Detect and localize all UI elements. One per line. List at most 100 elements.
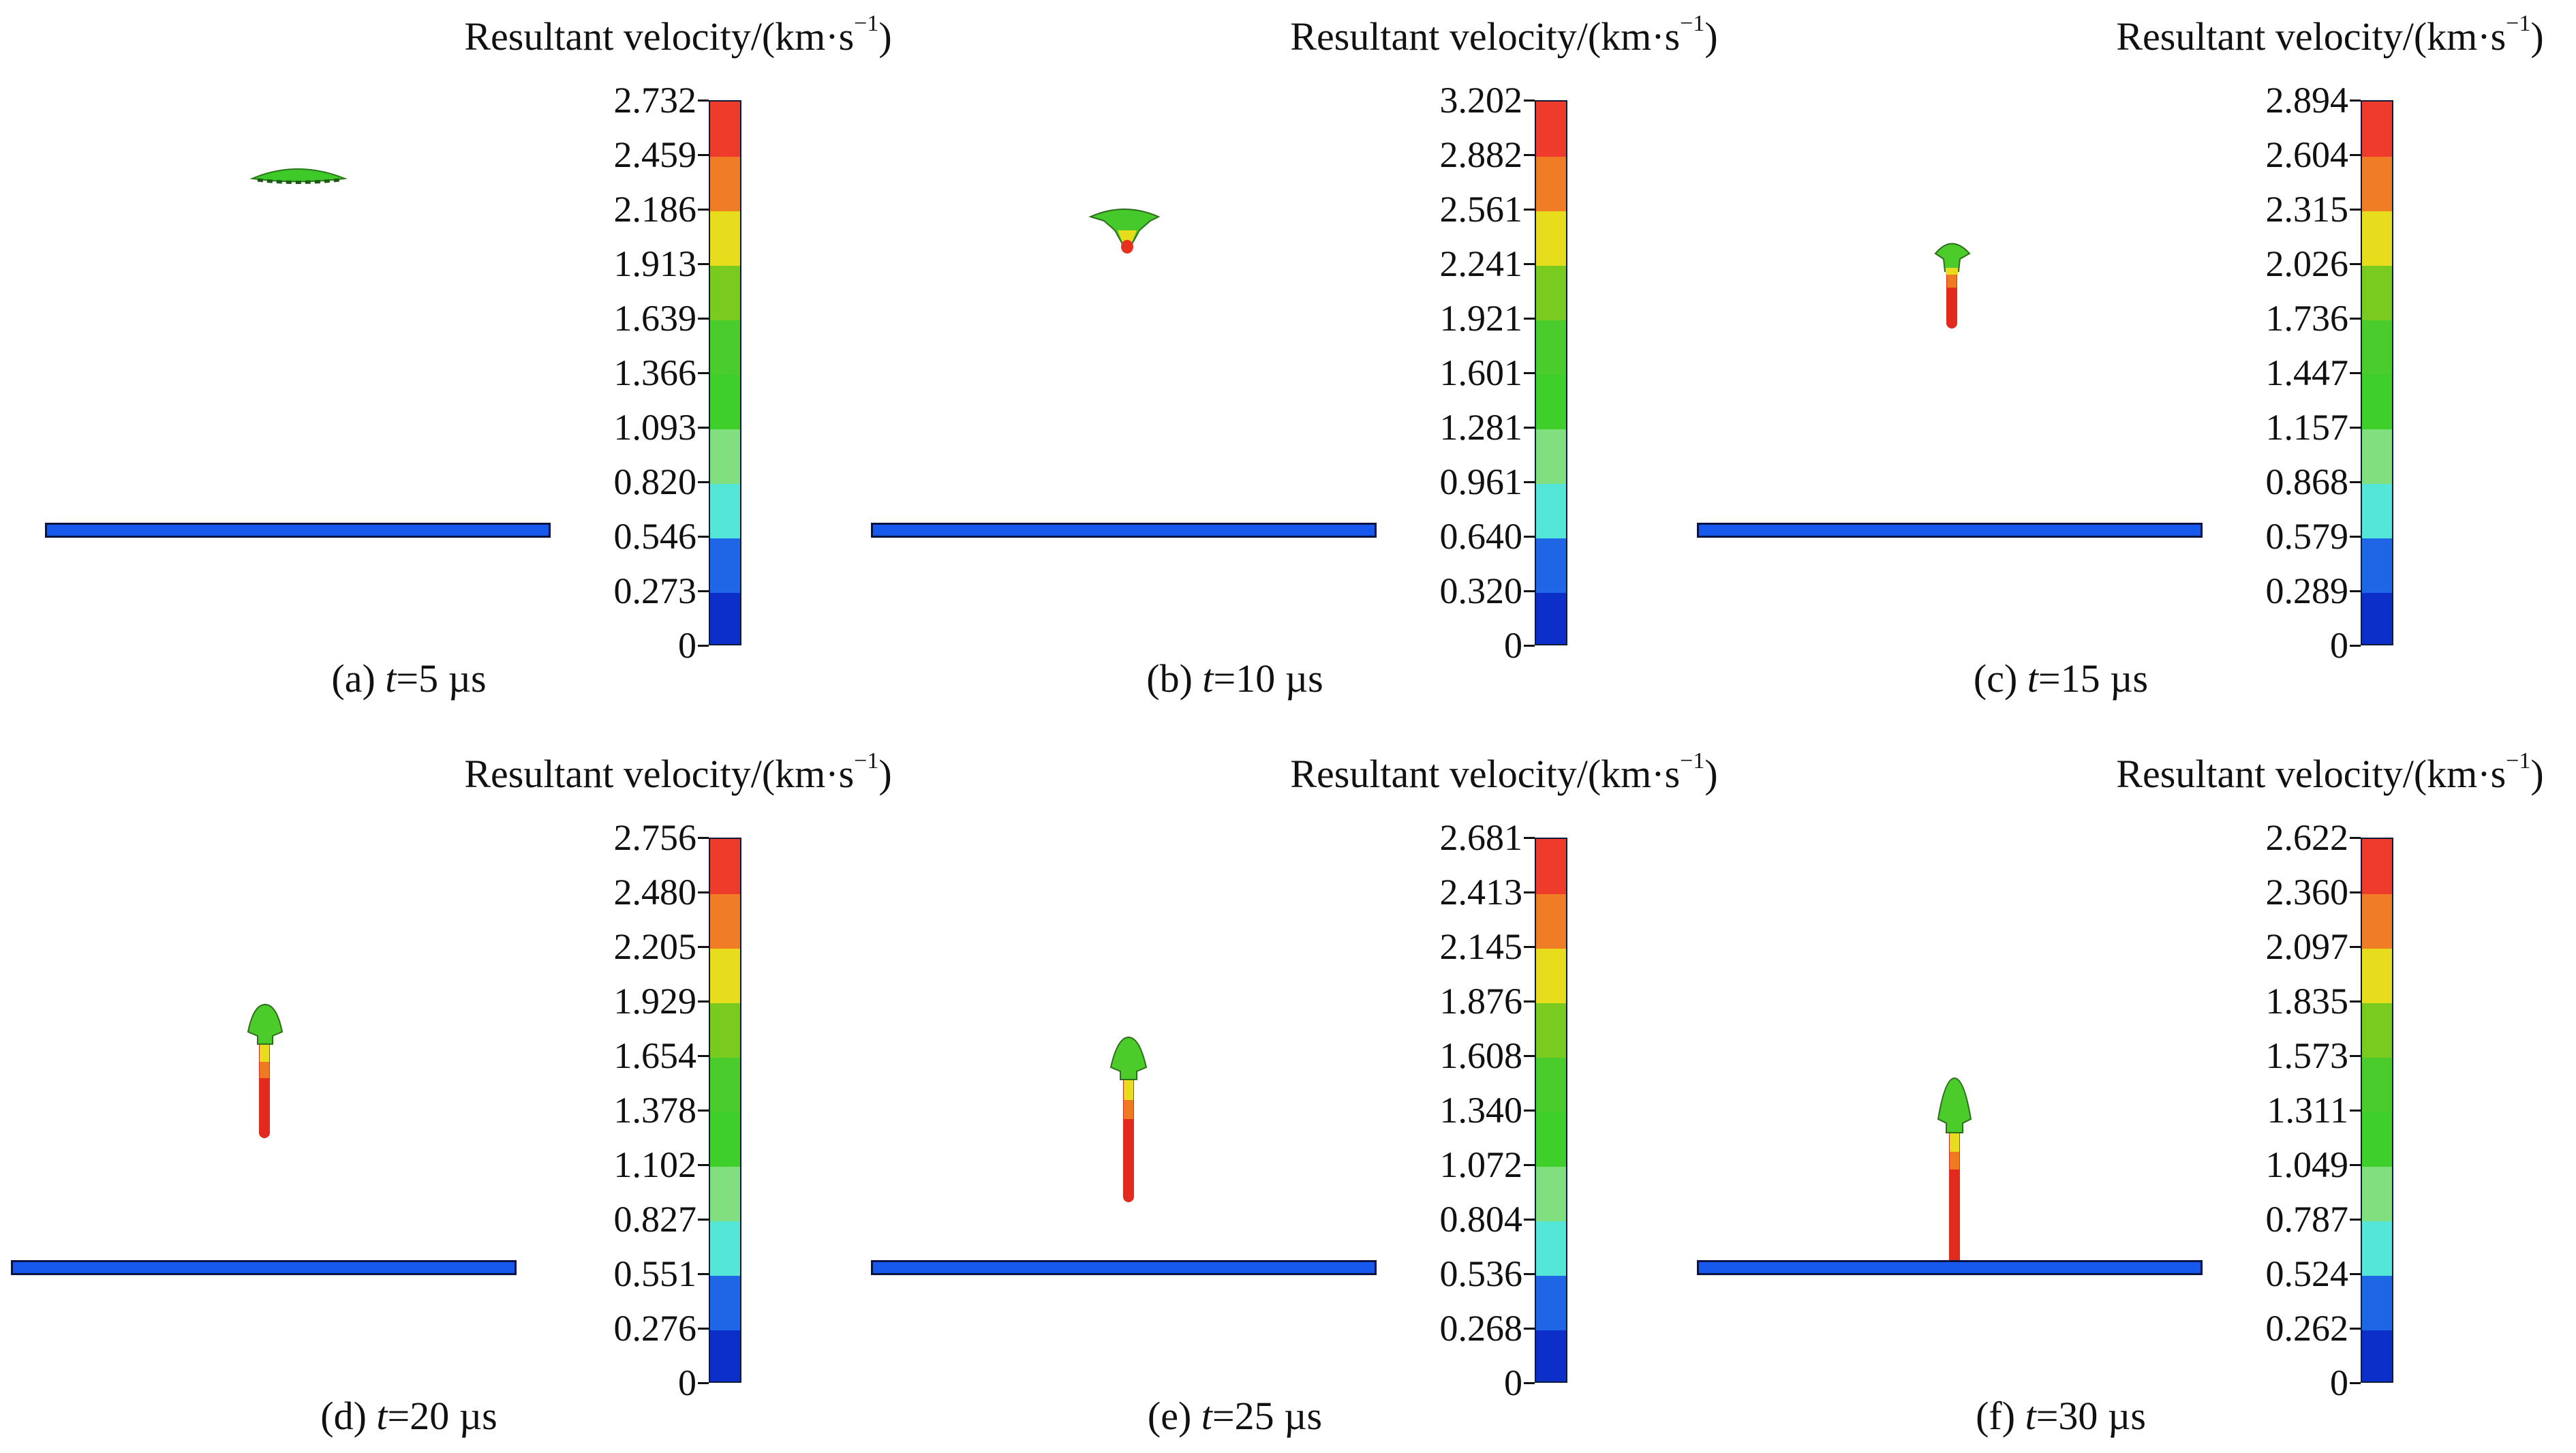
target-plate <box>1697 523 2203 538</box>
colorbar-segment <box>1536 156 1566 211</box>
colorbar-tick <box>698 154 709 156</box>
colorbar-tick-label: 0 <box>1504 625 1522 666</box>
colorbar-segment <box>2362 1275 2392 1330</box>
caption: (c) t=15 µs <box>1973 656 2149 701</box>
colorbar-title: Resultant velocity/(km·s−1) <box>1290 11 1718 59</box>
colorbar-tick-label: 2.241 <box>1439 243 1523 284</box>
colorbar-tick <box>2350 1000 2361 1003</box>
colorbar-segment <box>1536 483 1566 538</box>
caption: (b) t=10 µs <box>1146 656 1323 701</box>
colorbar-title: Resultant velocity/(km·s−1) <box>2116 11 2544 59</box>
colorbar-tick-label: 0 <box>678 1362 696 1403</box>
colorbar-tick <box>698 100 709 102</box>
colorbar-tick-label: 2.315 <box>2265 189 2349 230</box>
colorbar-tick <box>1524 263 1535 265</box>
colorbar-tick-label: 0.820 <box>613 461 697 502</box>
colorbar <box>2361 838 2393 1383</box>
colorbar-segment <box>1536 1221 1566 1276</box>
colorbar-tick <box>2350 209 2361 211</box>
colorbar-segment <box>2362 1166 2392 1221</box>
colorbar-tick <box>1524 1055 1535 1057</box>
colorbar-tick-label: 0.579 <box>2265 516 2349 557</box>
colorbar-tick <box>1524 154 1535 156</box>
target-plate <box>45 523 551 538</box>
colorbar-tick-label: 2.681 <box>1439 817 1523 858</box>
colorbar-segment <box>1536 211 1566 266</box>
jet-slug <box>1934 243 1971 328</box>
colorbar-tick-label: 1.102 <box>613 1144 697 1185</box>
colorbar-segment <box>1536 265 1566 320</box>
colorbar-tick <box>2350 1164 2361 1166</box>
colorbar-tick-label: 2.205 <box>613 926 697 967</box>
colorbar-tick-label: 0.640 <box>1439 516 1523 557</box>
colorbar-tick <box>1524 590 1535 592</box>
colorbar-tick <box>698 536 709 538</box>
colorbar-tick-label: 0.524 <box>2265 1253 2349 1294</box>
colorbar-segment <box>2362 1330 2392 1381</box>
colorbar-segment <box>2362 592 2392 644</box>
colorbar-tick <box>698 1164 709 1166</box>
colorbar-tick <box>698 590 709 592</box>
colorbar-segment <box>710 320 740 375</box>
colorbar <box>1535 100 1567 645</box>
colorbar-tick <box>698 1000 709 1003</box>
colorbar-segment <box>2362 538 2392 593</box>
colorbar-tick-label: 1.921 <box>1439 298 1523 339</box>
colorbar-tick-label: 2.894 <box>2265 80 2349 121</box>
colorbar-segment <box>2362 429 2392 484</box>
colorbar-segment <box>1536 538 1566 593</box>
colorbar-tick-label: 2.026 <box>2265 243 2349 284</box>
panel-b: Resultant velocity/(km·s−1) (b) t=10 µs … <box>826 0 1718 716</box>
colorbar-tick-label: 1.835 <box>2265 981 2349 1022</box>
colorbar-tick <box>1524 645 1535 647</box>
colorbar-tick-label: 2.756 <box>613 817 697 858</box>
colorbar-segment <box>710 374 740 429</box>
colorbar-tick <box>1524 1000 1535 1003</box>
colorbar-tick-label: 1.311 <box>2267 1090 2349 1131</box>
colorbar-segment <box>2362 1221 2392 1276</box>
colorbar-segment <box>2362 948 2392 1003</box>
colorbar-tick-label: 0 <box>1504 1362 1522 1403</box>
colorbar-tick-label: 1.340 <box>1439 1090 1523 1131</box>
colorbar-segment <box>1536 839 1566 894</box>
caption: (d) t=20 µs <box>320 1394 497 1438</box>
colorbar-tick-label: 0.961 <box>1439 461 1523 502</box>
target-plate <box>871 1260 1377 1275</box>
colorbar-tick <box>1524 837 1535 839</box>
colorbar-tick <box>698 1110 709 1112</box>
colorbar-segment <box>1536 1112 1566 1167</box>
colorbar-segment <box>1536 374 1566 429</box>
colorbar-tick-label: 2.145 <box>1439 926 1523 967</box>
colorbar-tick <box>1524 372 1535 374</box>
colorbar-title: Resultant velocity/(km·s−1) <box>2116 748 2544 797</box>
colorbar-tick-label: 1.929 <box>613 981 697 1022</box>
colorbar-tick-label: 1.378 <box>613 1090 697 1131</box>
colorbar-tick <box>2350 536 2361 538</box>
colorbar-tick-label: 2.186 <box>613 189 697 230</box>
panel-d: Resultant velocity/(km·s−1) (d) t=20 µs … <box>0 737 892 1453</box>
colorbar-segment <box>1536 320 1566 375</box>
colorbar-tick-label: 0.273 <box>613 570 697 611</box>
target-plate <box>11 1260 517 1275</box>
jet-slug <box>1937 1077 1972 1262</box>
colorbar-tick <box>2350 837 2361 839</box>
colorbar-tick <box>1524 481 1535 483</box>
colorbar-tick-label: 0.320 <box>1439 570 1523 611</box>
colorbar-tick-label: 2.604 <box>2265 134 2349 175</box>
colorbar-tick <box>2350 1382 2361 1384</box>
colorbar-tick <box>698 1273 709 1275</box>
colorbar-segment <box>710 156 740 211</box>
colorbar-segment <box>710 1221 740 1276</box>
colorbar-tick <box>698 946 709 948</box>
colorbar-segment <box>1536 1275 1566 1330</box>
colorbar-tick-label: 2.413 <box>1439 872 1523 913</box>
colorbar-tick <box>1524 427 1535 429</box>
jet-slug <box>249 168 348 184</box>
colorbar-tick <box>2350 891 2361 893</box>
panel-c: Resultant velocity/(km·s−1) (c) t=15 µs … <box>1652 0 2544 716</box>
colorbar-tick <box>698 372 709 374</box>
colorbar-tick-label: 0.262 <box>2265 1308 2349 1349</box>
colorbar-tick <box>1524 536 1535 538</box>
colorbar-segment <box>2362 483 2392 538</box>
colorbar-tick-label: 0.804 <box>1439 1199 1523 1240</box>
